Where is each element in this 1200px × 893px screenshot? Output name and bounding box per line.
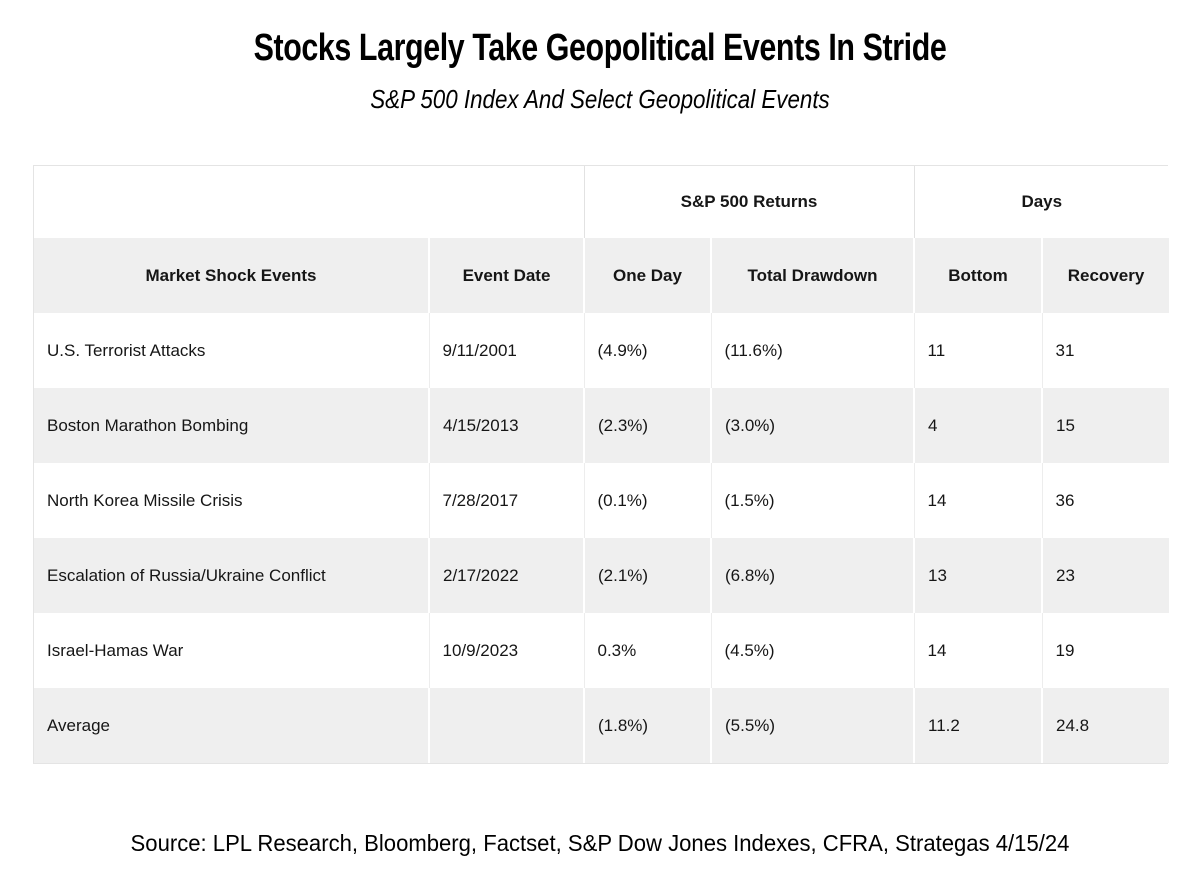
cell-event-date: 7/28/2017 xyxy=(428,463,584,538)
column-header-market-shock-events: Market Shock Events xyxy=(34,238,429,313)
cell-event-date: 10/9/2023 xyxy=(428,613,584,688)
group-header-empty xyxy=(34,166,584,238)
cell-one-day-return: (2.3%) xyxy=(583,388,711,463)
column-header-recovery: Recovery xyxy=(1041,238,1170,313)
cell-event-name: U.S. Terrorist Attacks xyxy=(34,313,429,388)
cell-recovery-days: 19 xyxy=(1041,613,1170,688)
page-title: Stocks Largely Take Geopolitical Events … xyxy=(253,27,947,69)
cell-event-date xyxy=(428,688,584,763)
column-header-total-drawdown: Total Drawdown xyxy=(709,238,915,313)
cell-one-day-return: (2.1%) xyxy=(583,538,711,613)
group-header-days: Days xyxy=(913,166,1170,238)
cell-bottom-days: 11.2 xyxy=(913,688,1043,763)
cell-total-drawdown: (4.5%) xyxy=(710,613,915,688)
cell-total-drawdown: (3.0%) xyxy=(709,388,915,463)
cell-one-day-return: (4.9%) xyxy=(583,313,711,388)
cell-total-drawdown: (1.5%) xyxy=(710,463,915,538)
cell-event-name: North Korea Missile Crisis xyxy=(34,463,429,538)
cell-event-date: 4/15/2013 xyxy=(428,388,584,463)
cell-total-drawdown: (6.8%) xyxy=(709,538,915,613)
group-header-row: S&P 500 Returns Days xyxy=(34,166,1170,238)
cell-one-day-return: 0.3% xyxy=(583,613,711,688)
table-row: Boston Marathon Bombing 4/15/2013 (2.3%)… xyxy=(34,388,1170,463)
cell-bottom-days: 14 xyxy=(913,463,1043,538)
table-row: U.S. Terrorist Attacks 9/11/2001 (4.9%) … xyxy=(34,313,1170,388)
table-row: Escalation of Russia/Ukraine Conflict 2/… xyxy=(34,538,1170,613)
cell-one-day-return: (1.8%) xyxy=(583,688,711,763)
cell-event-name: Israel-Hamas War xyxy=(34,613,429,688)
cell-event-name: Escalation of Russia/Ukraine Conflict xyxy=(34,538,429,613)
cell-bottom-days: 11 xyxy=(913,313,1043,388)
column-header-row: Market Shock Events Event Date One Day T… xyxy=(34,238,1170,313)
cell-bottom-days: 14 xyxy=(913,613,1043,688)
cell-recovery-days: 36 xyxy=(1041,463,1170,538)
cell-event-name: Boston Marathon Bombing xyxy=(34,388,429,463)
events-table: S&P 500 Returns Days Market Shock Events… xyxy=(33,165,1170,764)
table-row: Israel-Hamas War 10/9/2023 0.3% (4.5%) 1… xyxy=(34,613,1170,688)
cell-recovery-days: 15 xyxy=(1041,388,1170,463)
cell-recovery-days: 23 xyxy=(1041,538,1170,613)
cell-total-drawdown: (11.6%) xyxy=(710,313,915,388)
cell-event-date: 2/17/2022 xyxy=(428,538,584,613)
source-note: Source: LPL Research, Bloomberg, Factset… xyxy=(130,830,1070,856)
table-row: North Korea Missile Crisis 7/28/2017 (0.… xyxy=(34,463,1170,538)
cell-event-date: 9/11/2001 xyxy=(428,313,584,388)
cell-one-day-return: (0.1%) xyxy=(583,463,711,538)
cell-bottom-days: 13 xyxy=(913,538,1043,613)
column-header-one-day: One Day xyxy=(583,238,711,313)
market-shock-events-table: S&P 500 Returns Days Market Shock Events… xyxy=(34,166,1170,763)
group-header-sp500-returns: S&P 500 Returns xyxy=(583,166,915,238)
cell-bottom-days: 4 xyxy=(913,388,1043,463)
column-header-event-date: Event Date xyxy=(428,238,584,313)
page-subtitle: S&P 500 Index And Select Geopolitical Ev… xyxy=(370,84,830,114)
cell-recovery-days: 24.8 xyxy=(1041,688,1170,763)
cell-event-name: Average xyxy=(34,688,429,763)
cell-total-drawdown: (5.5%) xyxy=(709,688,915,763)
table-row-average: Average (1.8%) (5.5%) 11.2 24.8 xyxy=(34,688,1170,763)
column-header-bottom: Bottom xyxy=(913,238,1043,313)
cell-recovery-days: 31 xyxy=(1041,313,1170,388)
